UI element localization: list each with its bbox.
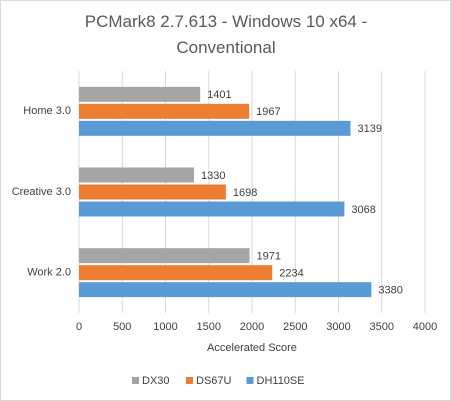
data-label: 1698 — [233, 187, 257, 199]
bar — [79, 265, 273, 281]
x-tick-label: 1000 — [153, 321, 177, 333]
x-tick-label: 2500 — [283, 321, 307, 333]
x-axis-label: Accelerated Score — [207, 342, 297, 354]
legend-swatch — [246, 377, 254, 384]
data-label: 1971 — [256, 251, 280, 263]
data-label: 1401 — [207, 89, 231, 101]
bar — [79, 282, 372, 298]
x-tick-label: 3500 — [370, 321, 394, 333]
legend-label: DX30 — [142, 375, 170, 387]
x-tick-label: 0 — [76, 321, 82, 333]
bar — [79, 201, 345, 217]
y-tick-label: Creative 3.0 — [12, 186, 71, 198]
data-label: 1967 — [256, 106, 280, 118]
chart-title: PCMark8 2.7.613 - Windows 10 x64 - Conve… — [84, 12, 368, 57]
legend-label: DS67U — [196, 375, 232, 387]
bar — [79, 167, 195, 183]
bar — [79, 248, 250, 264]
bar — [79, 86, 201, 102]
bar — [79, 103, 250, 119]
y-tick-label: Home 3.0 — [23, 105, 71, 117]
data-label: 2234 — [279, 268, 303, 280]
x-tick-label: 500 — [113, 321, 131, 333]
x-tick-label: 4000 — [413, 321, 437, 333]
data-label: 3139 — [358, 123, 382, 135]
bar — [79, 184, 226, 200]
legend-label: DH110SE — [257, 375, 305, 387]
x-tick-label: 2000 — [240, 321, 264, 333]
legend-swatch — [132, 377, 139, 384]
legend-swatch — [186, 377, 193, 384]
data-label: 3068 — [351, 204, 375, 216]
x-tick-label: 1500 — [197, 321, 221, 333]
x-tick-label: 3000 — [326, 321, 350, 333]
data-label: 3380 — [378, 285, 402, 297]
bar — [79, 120, 351, 136]
data-label: 1330 — [201, 170, 225, 182]
y-tick-label: Work 2.0 — [27, 267, 71, 279]
